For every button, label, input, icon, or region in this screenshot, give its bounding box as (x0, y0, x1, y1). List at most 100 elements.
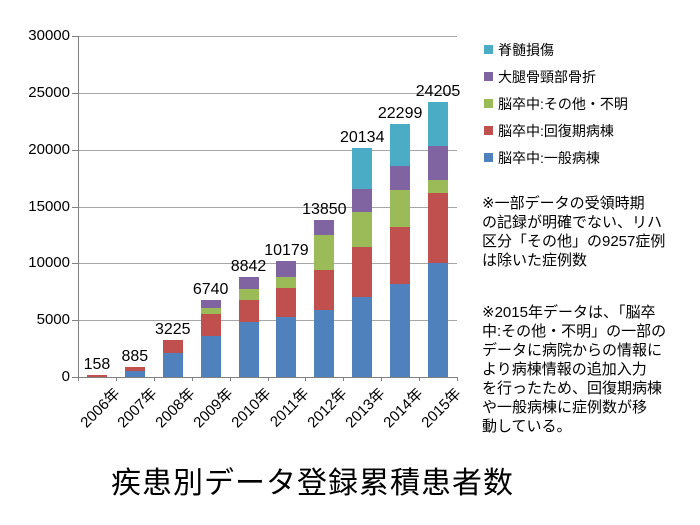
x-tick-end (457, 377, 458, 381)
x-axis-label-2013年: 2013年 (342, 385, 389, 432)
bar-segment-脳卒中:一般病棟 (352, 297, 373, 377)
bar-slot-2009年: 6740 (192, 36, 230, 377)
stacked-bar-2014年 (390, 123, 411, 377)
x-axis-label-2010年: 2010年 (228, 385, 275, 432)
y-axis-line (78, 36, 79, 381)
legend-swatch-icon (484, 126, 493, 135)
data-label-2015年: 24205 (415, 82, 461, 100)
bar-segment-脳卒中:一般病棟 (314, 310, 335, 377)
bar-segment-脳卒中:その他・不明 (238, 289, 259, 301)
bar-segment-脳卒中:回復期病棟 (390, 226, 411, 285)
note-excluded-cases: ※一部データの受領時期 の記録が明確でない、リハ 区分「その他」の9257症例 … (482, 195, 666, 269)
legend-label: 脊髄損傷 (498, 41, 554, 58)
stacked-bar-2013年 (352, 148, 373, 377)
bar-slot-2008年: 3225 (154, 36, 192, 377)
gridline-25000 (78, 92, 457, 94)
bar-segment-脳卒中:回復期病棟 (86, 375, 107, 377)
data-label-2011年: 10179 (264, 242, 309, 260)
data-label-2006年: 158 (83, 356, 111, 374)
bar-segment-脳卒中:その他・不明 (428, 179, 449, 193)
bar-slot-2013年: 20134 (340, 36, 384, 377)
bar-segment-脳卒中:その他・不明 (390, 189, 411, 227)
bar-segment-脳卒中:その他・不明 (200, 307, 221, 315)
bar-slot-2012年: 13850 (302, 36, 347, 377)
bar-slot-2014年: 22299 (378, 36, 422, 377)
bar-segment-脳卒中:一般病棟 (428, 263, 449, 377)
x-axis-label-2007年: 2007年 (114, 385, 162, 432)
data-label-2010年: 8842 (230, 257, 267, 275)
data-label-2014年: 22299 (377, 104, 423, 122)
gridline-30000 (78, 36, 457, 37)
bar-segment-脳卒中:回復期病棟 (162, 340, 183, 354)
bar-segment-脳卒中:回復期病棟 (428, 192, 449, 264)
bar-segment-脳卒中:一般病棟 (276, 317, 297, 377)
bar-segment-大腿骨頸部骨折 (428, 146, 449, 180)
x-tick-5 (267, 377, 269, 381)
bar-segment-脳卒中:その他・不明 (352, 212, 373, 247)
x-axis-label-2015年: 2015年 (417, 385, 465, 432)
y-tick-5000 (72, 320, 78, 322)
x-tick-1 (115, 377, 117, 381)
bar-segment-大腿骨頸部骨折 (390, 165, 411, 190)
legend-item-大腿骨頸部骨折: 大腿骨頸部骨折 (484, 63, 628, 90)
gridline-5000 (78, 320, 457, 322)
stacked-bar-2007年 (124, 366, 145, 377)
y-axis-label-30000: 30000 (28, 27, 70, 44)
bar-segment-脳卒中:回復期病棟 (352, 246, 373, 298)
y-tick-25000 (72, 92, 78, 94)
x-axis-label-2012年: 2012年 (304, 385, 351, 432)
bar-slot-2006年: 158 (78, 36, 116, 377)
y-axis-label-0: 0 (61, 368, 70, 385)
data-label-2009年: 6740 (192, 281, 229, 299)
data-label-2013年: 20134 (339, 129, 385, 147)
bar-slot-2011年: 10179 (264, 36, 309, 377)
y-axis-label-25000: 25000 (28, 83, 70, 101)
stacked-bar-2009年 (200, 300, 221, 377)
x-axis-label-2014年: 2014年 (380, 385, 427, 432)
x-tick-7 (343, 377, 345, 381)
bar-segment-脳卒中:その他・不明 (276, 277, 297, 289)
legend-item-脳卒中:回復期病棟: 脳卒中:回復期病棟 (484, 117, 628, 144)
bar-segment-大腿骨頸部骨折 (314, 219, 335, 236)
bar-segment-脳卒中:一般病棟 (124, 370, 145, 377)
y-axis-label-15000: 15000 (28, 197, 70, 215)
bar-segment-脊髄損傷 (352, 148, 373, 189)
gridline-20000 (78, 149, 457, 151)
stacked-bar-2011年 (276, 261, 297, 377)
y-axis-label-10000: 10000 (28, 254, 70, 272)
stacked-bar-2010年 (238, 276, 259, 378)
bar-segment-大腿骨頸部骨折 (238, 276, 259, 290)
x-tick-2 (153, 377, 155, 381)
legend: 脊髄損傷 大腿骨頸部骨折 脳卒中:その他・不明 脳卒中:回復期病棟 脳卒中:一般病棟 (484, 36, 628, 171)
bar-segment-脳卒中:一般病棟 (200, 336, 221, 377)
y-tick-30000 (72, 36, 78, 37)
y-tick-20000 (72, 149, 78, 151)
chart-title: 疾患別データ登録累積患者数 (111, 467, 514, 500)
legend-label: 脳卒中:その他・不明 (498, 95, 628, 112)
bar-segment-脳卒中:一般病棟 (390, 284, 411, 377)
x-axis-label-2006年: 2006年 (76, 385, 124, 432)
x-tick-0 (78, 377, 79, 381)
bar-segment-脳卒中:回復期病棟 (124, 366, 145, 371)
bar-segment-脊髄損傷 (390, 123, 411, 166)
bar-segment-脳卒中:回復期病棟 (314, 270, 335, 311)
y-tick-0 (72, 377, 78, 378)
bar-slot-2015年: 24205 (416, 36, 460, 377)
legend-swatch-icon (484, 45, 493, 54)
note-2015-data: ※2015年データは、「脳卒 中:その他・不明」の一部の データに病院からの情報… (482, 304, 667, 435)
legend-label: 大腿骨頸部骨折 (498, 68, 596, 85)
x-tick-8 (381, 377, 383, 381)
data-label-2012年: 13850 (302, 200, 347, 218)
x-axis-label-2009年: 2009年 (190, 385, 237, 432)
x-tick-4 (229, 377, 231, 381)
y-axis-label-20000: 20000 (28, 140, 70, 158)
legend-item-脳卒中:その他・不明: 脳卒中:その他・不明 (484, 90, 628, 117)
legend-label: 脳卒中:回復期病棟 (498, 122, 614, 139)
bar-segment-脳卒中:一般病棟 (238, 322, 259, 377)
y-tick-10000 (72, 263, 78, 265)
legend-swatch-icon (484, 72, 493, 81)
data-label-2008年: 3225 (154, 321, 191, 339)
legend-swatch-icon (484, 99, 493, 108)
gridline-10000 (78, 263, 457, 265)
